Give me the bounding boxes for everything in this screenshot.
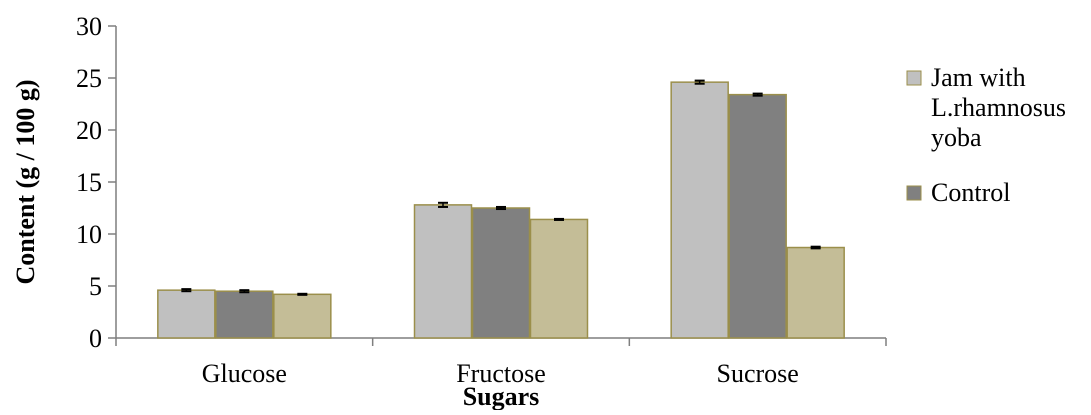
bar-glucose-2 <box>273 293 332 339</box>
y-axis-title: Content (g / 100 g) <box>11 79 40 284</box>
bar-sucrose-2 <box>786 246 845 339</box>
legend-swatch-1 <box>906 185 922 201</box>
bar-glucose-0 <box>157 289 216 339</box>
tick-labels: 0 5 10 15 20 25 30 Glucose Fructose Sucrose <box>76 12 799 388</box>
y-tick-label: 5 <box>89 272 102 301</box>
error-bars <box>181 79 821 296</box>
y-tick-label: 30 <box>76 12 102 41</box>
x-axis-title: Sugars <box>463 382 540 410</box>
legend-label: Jam with <box>931 63 1026 92</box>
y-tick-label: 15 <box>76 168 102 197</box>
bar-fructose-0 <box>413 204 473 339</box>
bars <box>157 81 845 339</box>
y-tick-label: 0 <box>89 324 102 353</box>
legend-swatch-0 <box>906 70 922 86</box>
y-tick-label: 10 <box>76 220 102 249</box>
legend-label: Control <box>931 178 1010 207</box>
y-tick-label: 20 <box>76 116 102 145</box>
y-tick-label: 25 <box>76 64 102 93</box>
bar-sucrose-0 <box>670 81 729 339</box>
bar-fructose-2 <box>529 218 589 339</box>
legend-label: L.rhamnosus <box>931 93 1066 122</box>
x-tick-label: Glucose <box>202 359 287 388</box>
bar-glucose-1 <box>215 290 274 339</box>
x-tick-label: Sucrose <box>717 359 799 388</box>
legend-label: yoba <box>931 123 982 152</box>
x-tick-label: Fructose <box>456 359 546 388</box>
bar-sucrose-1 <box>728 93 787 339</box>
bar-fructose-1 <box>471 207 531 339</box>
